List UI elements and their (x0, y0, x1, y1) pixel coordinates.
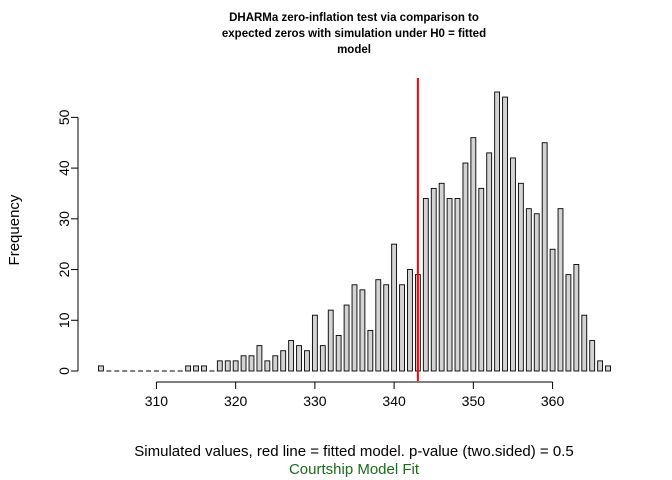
histogram-bar (311, 314, 318, 372)
histogram-bar (391, 243, 398, 372)
histogram-bar (430, 187, 437, 372)
histogram-bar (383, 284, 390, 372)
histogram-bar (185, 365, 192, 372)
histogram-bar (549, 248, 556, 372)
histogram-bar (557, 208, 564, 372)
histogram-bar (216, 360, 223, 372)
histogram-bar (335, 335, 342, 372)
histogram-bar (502, 96, 508, 372)
y-tick-label: 0 (56, 367, 72, 375)
histogram-bar (486, 152, 493, 372)
histogram-bar (517, 182, 524, 372)
histogram-bar (224, 360, 231, 372)
x-tick-label: 340 (382, 393, 406, 409)
histogram-bar (359, 289, 366, 372)
y-tick-label: 10 (56, 312, 72, 328)
y-tick-label: 40 (56, 160, 72, 176)
histogram-bar (446, 198, 453, 372)
histogram-bar (256, 345, 263, 372)
histogram-bar (201, 365, 207, 372)
histogram-bar (454, 198, 461, 372)
chart-title-line-2: expected zeros with simulation under H0 … (222, 28, 486, 40)
histogram-bar (98, 365, 104, 372)
histogram-bar (343, 304, 350, 372)
histogram-bar (605, 365, 611, 372)
x-tick-label: 360 (541, 393, 565, 409)
y-tick-label: 30 (56, 211, 72, 227)
chart-subtitle: Courtship Model Fit (289, 461, 420, 478)
histogram-bar (438, 182, 445, 372)
histogram-bar (470, 137, 477, 372)
x-axis-label: Simulated values, red line = fitted mode… (134, 443, 573, 460)
histogram-bar (304, 350, 310, 372)
histogram-bar (565, 274, 572, 372)
histogram-bar (280, 350, 287, 372)
histogram-bar (422, 198, 429, 372)
histogram-bar (494, 91, 501, 372)
histogram-bar (589, 340, 596, 372)
histogram-bar (296, 345, 302, 372)
histogram-bar (407, 269, 413, 372)
y-axis-label: Frequency (6, 194, 23, 265)
histogram-bar (232, 360, 239, 372)
histogram-bar (288, 340, 295, 372)
chart-title-line-3: model (337, 44, 371, 56)
histogram-bar (573, 264, 580, 372)
x-tick-label: 310 (145, 393, 169, 409)
histogram-bar (525, 208, 532, 372)
histogram-bar (462, 162, 469, 372)
histogram-bar (510, 157, 516, 372)
x-axis: 310 320 330 340 350 360 (145, 381, 565, 409)
histogram-bar (319, 345, 326, 372)
histogram-bar (581, 314, 588, 372)
histogram-bar (264, 360, 271, 372)
histogram-bar (597, 360, 604, 372)
histogram-bar (240, 355, 247, 372)
histogram-bar (193, 365, 199, 372)
x-tick-label: 350 (462, 393, 486, 409)
histogram-bar (351, 284, 358, 372)
histogram-bar (478, 187, 485, 372)
histogram-bars (98, 91, 611, 372)
histogram-bar (327, 309, 334, 372)
histogram-bar (541, 142, 548, 372)
histogram-bar (533, 213, 540, 372)
x-tick-label: 320 (224, 393, 248, 409)
y-tick-label: 20 (56, 262, 72, 278)
histogram-bar (248, 355, 255, 372)
y-tick-label: 50 (56, 109, 72, 125)
histogram-bar (367, 329, 374, 372)
y-axis: 0 10 20 30 40 50 (56, 109, 79, 375)
chart-title-line-1: DHARMa zero-inflation test via compariso… (229, 12, 479, 24)
histogram-bar (375, 279, 382, 372)
x-tick-label: 330 (303, 393, 327, 409)
histogram-bar (272, 355, 279, 372)
histogram-bar (399, 284, 405, 372)
